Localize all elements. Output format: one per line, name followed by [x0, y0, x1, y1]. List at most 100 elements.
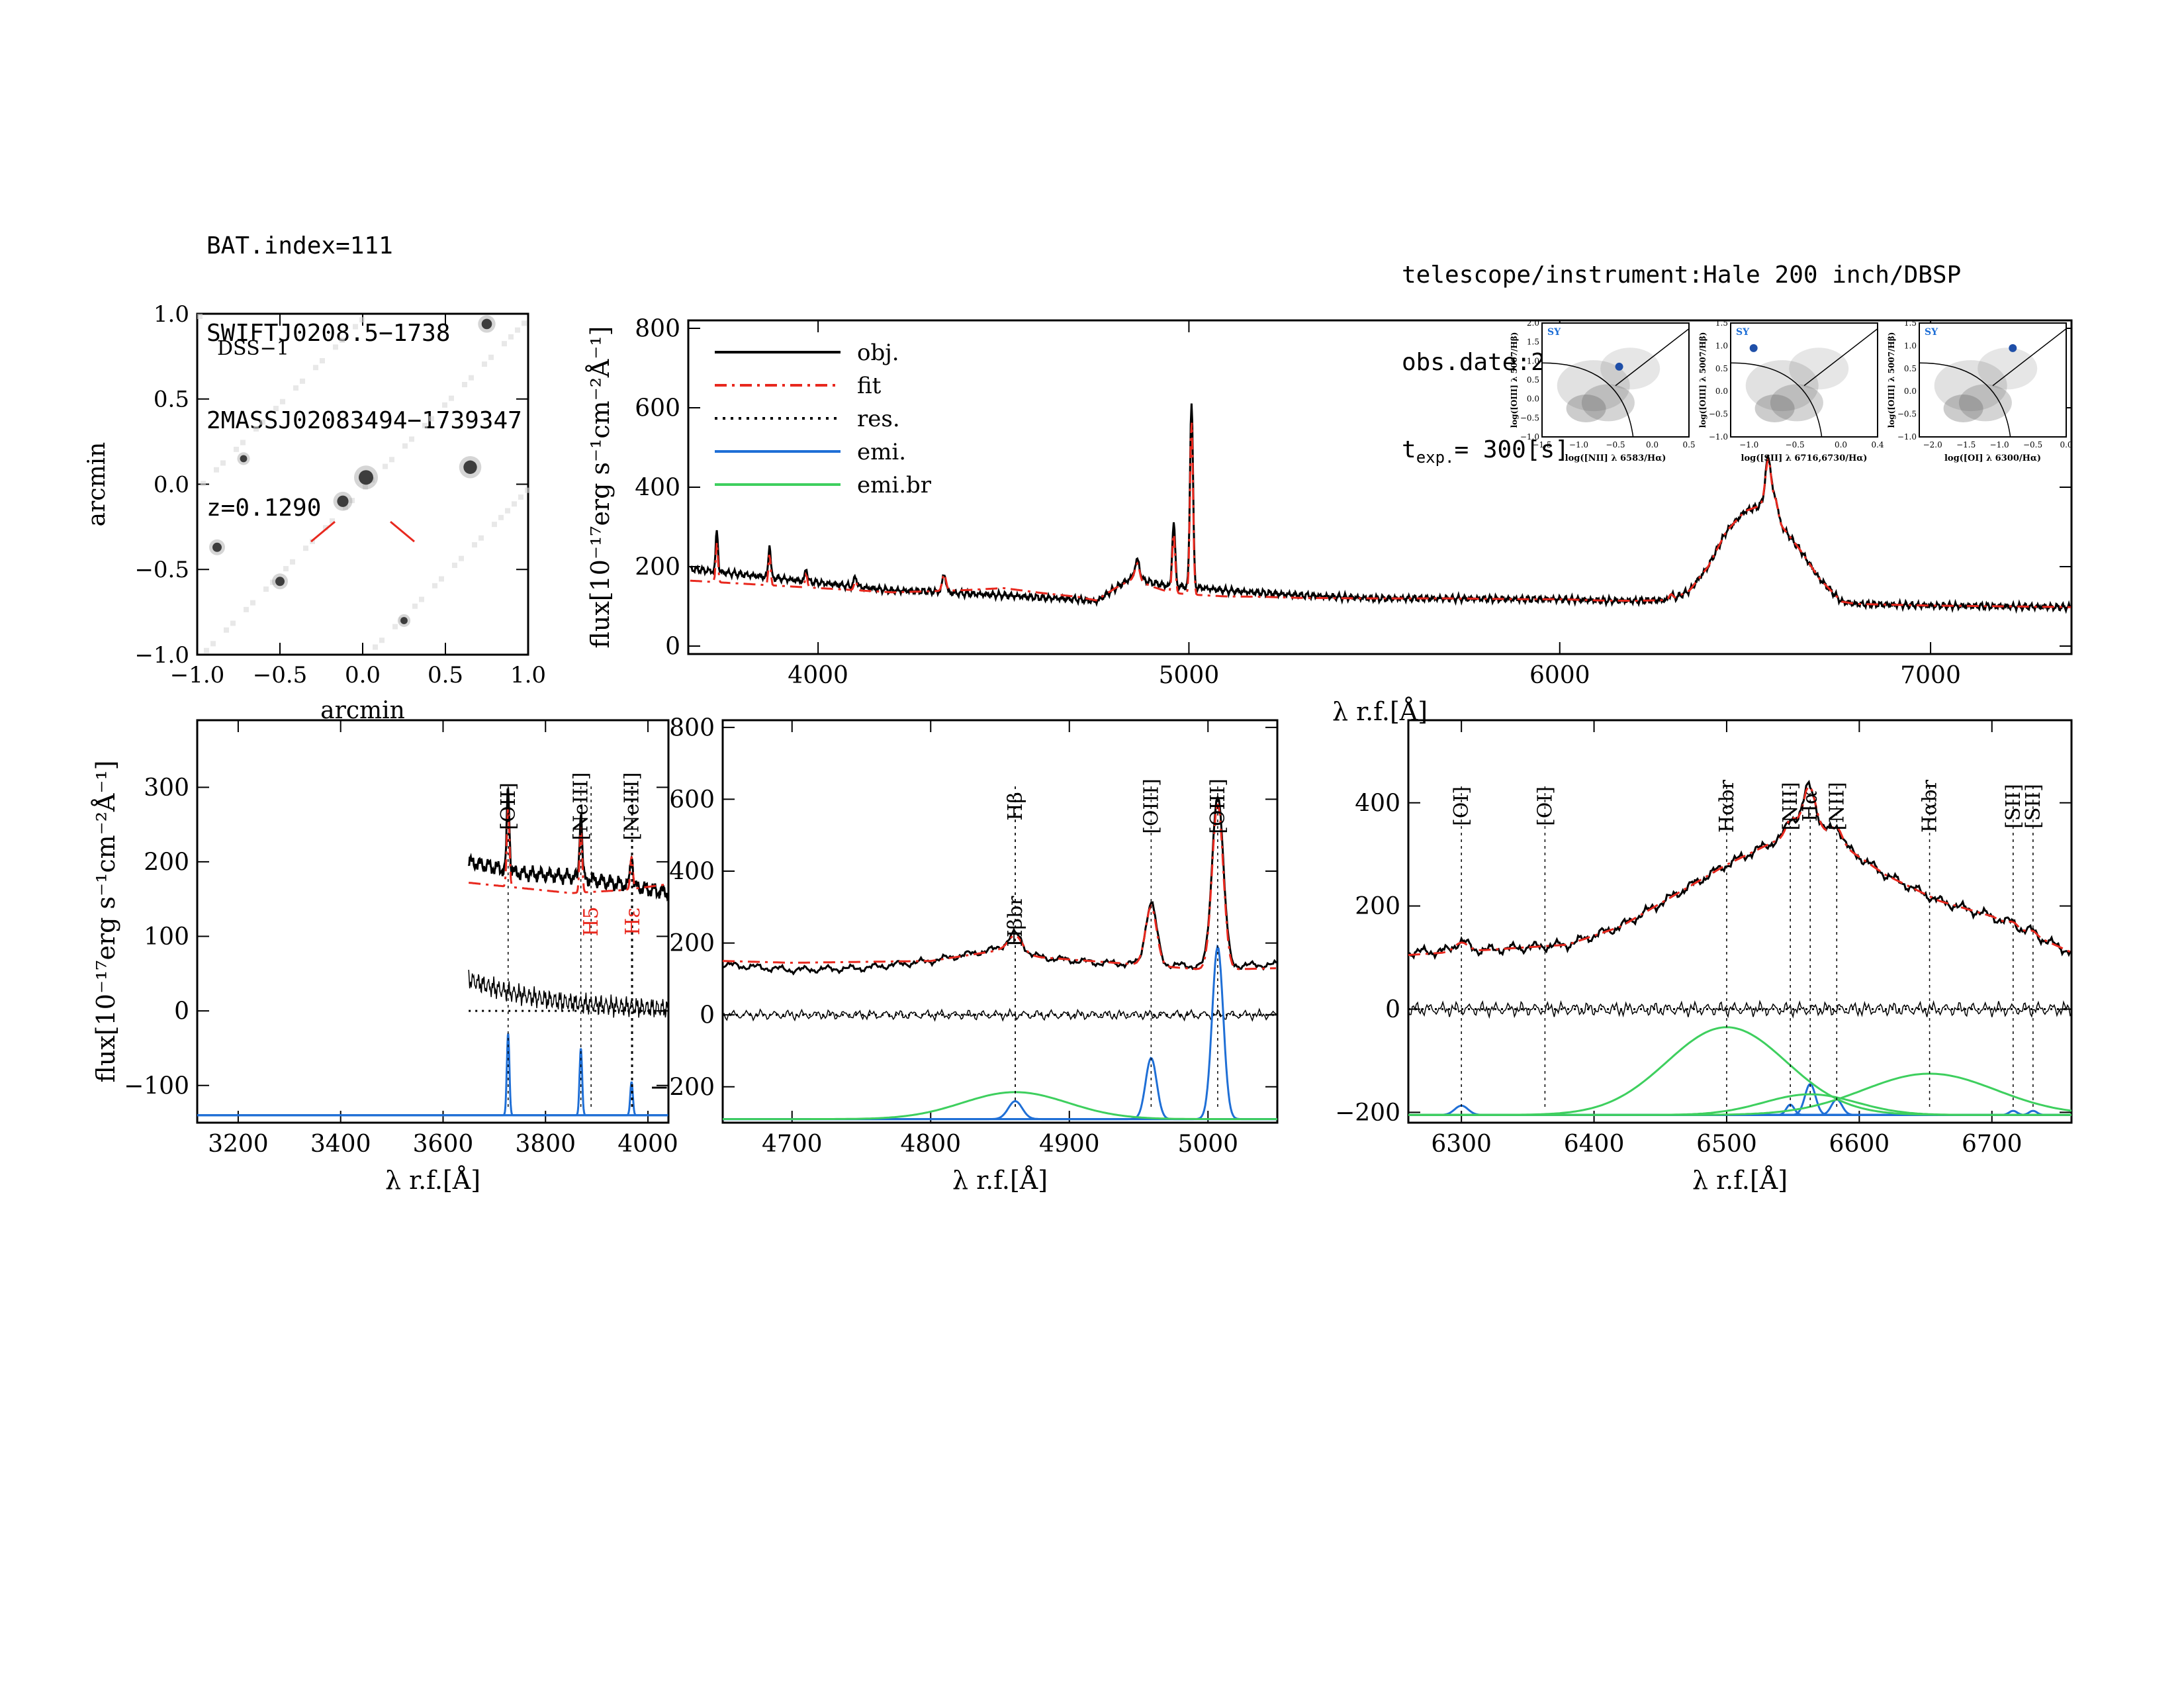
dss-noise-pixel: [204, 647, 209, 653]
dss-noise-pixel: [432, 583, 437, 588]
zoom3-marker-label: [SII]: [2002, 784, 2025, 829]
bpt_nii-ytick-label: 2.0: [1527, 318, 1539, 328]
bpt_oi-density: [1943, 395, 1983, 422]
bpt_nii-ylabel: log([OIII] λ 5007/Hβ): [1510, 332, 1519, 428]
zoom3-fit-line: [1408, 786, 2071, 957]
bpt_sii-xtick-label: 0.0: [1835, 440, 1847, 449]
dss-noise-pixel: [472, 542, 477, 548]
bpt_oi-ytick-label: 1.5: [1904, 318, 1917, 328]
bpt_sii-tag: SY: [1736, 327, 1750, 338]
zoom3-obj-line: [1408, 780, 2072, 961]
bpt_nii-frame: [1541, 322, 1690, 438]
dss-noise-pixel: [363, 484, 368, 490]
zoom1-emi-line: [197, 1048, 668, 1117]
dss-ytick-label: −0.5: [134, 557, 189, 583]
bpt_sii-ytick-label: 0.5: [1715, 364, 1728, 373]
full-xtick-label: 7000: [1900, 662, 1961, 689]
full-obj-line: [689, 403, 2072, 614]
zoom1-emi-line: [197, 1033, 668, 1117]
zoom2-res-line: [722, 1008, 1278, 1022]
full-ytick-label: 400: [635, 475, 680, 502]
bpt_sii-division-line: [1803, 328, 1878, 387]
dss-noise-pixel: [263, 586, 269, 592]
dss-noise-pixel: [502, 341, 507, 347]
zoom1-marker-label: H5: [580, 906, 603, 936]
dss-xtick-label: −0.5: [253, 662, 308, 688]
zoom2-emi-line: [723, 1056, 1277, 1121]
bpt_oi-frame: [1919, 322, 2067, 438]
dss-noise-pixel: [270, 579, 275, 585]
legend-label: emi.: [857, 439, 906, 465]
zoom3-emi-line: [1408, 1098, 2071, 1116]
texp-label: t: [1402, 436, 1416, 463]
dss-noise-pixel: [442, 402, 447, 408]
bpt_oi-point: [2009, 344, 2017, 352]
dss-noise-pixel: [522, 320, 527, 326]
zoom3-frame: [1407, 719, 2073, 1124]
zoom2-emi-line: [723, 1100, 1277, 1121]
zoom3-marker-label: [NII]: [1779, 782, 1802, 830]
bpt_sii-ytick-label: −1.0: [1709, 432, 1728, 442]
dss-noise-pixel: [518, 494, 523, 500]
zoom3-xtick-label: 6500: [1696, 1131, 1757, 1158]
dss-marker-right: [390, 520, 415, 543]
bpt_nii-density: [1600, 348, 1661, 390]
zoom1-marker-label: Hε: [621, 908, 645, 935]
legend-label: res.: [857, 406, 900, 432]
texp-value: = 300[s]: [1454, 436, 1569, 463]
dss-noise-pixel: [214, 467, 219, 473]
dss-noise-pixel: [220, 460, 226, 466]
dss-noise-pixel: [478, 535, 484, 541]
zoom3-xtick-label: 6300: [1431, 1131, 1492, 1158]
bpt_nii-tag: SY: [1547, 327, 1561, 338]
dss-ytick-label: 1.0: [154, 301, 189, 328]
zoom2-ytick-label: −200: [649, 1074, 715, 1101]
dss-source: [337, 495, 349, 507]
zoom2-xlabel: λ r.f.[Å]: [952, 1166, 1048, 1195]
zoom1-emi-line: [197, 1081, 668, 1117]
zoom3-xtick-label: 6700: [1962, 1131, 2023, 1158]
bpt_oi-ytick-label: −1.0: [1897, 432, 1917, 442]
header-left: BAT.index=111 SWIFTJ0208.5−1738 2MASSJ02…: [206, 173, 522, 552]
dss-noise-pixel: [250, 600, 255, 606]
twomass-id: 2MASSJ02083494−1739347: [206, 407, 522, 434]
dss-source: [463, 460, 477, 474]
zoom3-emi-br-line: [1408, 1072, 2072, 1116]
dss-noise-pixel: [392, 624, 398, 630]
zoom1-obj-line: [467, 787, 669, 902]
dss-noise-pixel: [439, 576, 444, 582]
zoom3-marker-label: Hαbr: [1715, 779, 1739, 833]
dss-noise-pixel: [389, 457, 394, 463]
zoom2-axes: 4700 4800 4900 5000 −200 0 200 400 600 800 λ r.f.[…: [649, 714, 1279, 1195]
dss-ytick-label: 0.5: [154, 387, 189, 413]
swift-id: SWIFTJ0208.5−1738: [206, 320, 451, 347]
dss-xtick-label: 1.0: [510, 662, 546, 688]
zoom1-fit-line: [469, 808, 669, 894]
dss-noise-pixel: [224, 627, 229, 633]
bpt_sii-xlabel: log([SII] λ 6716,6730/Hα): [1741, 453, 1868, 463]
bpt_sii-point: [1749, 344, 1758, 352]
dss-xtick-label: −1.0: [170, 662, 225, 688]
dss-noise-pixel: [373, 644, 378, 650]
bpt_nii-xtick-label: −1.5: [1532, 440, 1551, 449]
zoom2-ytick-label: 400: [669, 859, 715, 886]
bpt_oi-inset: SY −2.0 −1.5 −1.0 −0.5 0.0 −1.0 −0.5 0.0 0.5 1.0 1.…: [1887, 318, 2073, 463]
dss-noise-pixel: [349, 498, 355, 504]
legend-label: emi.br: [857, 472, 932, 498]
full-axes: 4000 5000 6000 7000 0 200 400 600 800 λ r.f.[Å] fl…: [586, 316, 2073, 726]
bpt_oi-ytick-label: 1.0: [1904, 341, 1917, 350]
dss-noise-pixel: [383, 463, 388, 469]
zoom1-xtick-label: 3200: [208, 1131, 269, 1158]
zoom1-frame: [196, 719, 670, 1124]
bpt_nii-xtick-label: 0.5: [1682, 440, 1695, 449]
bpt_oi-xtick-label: −1.0: [1990, 440, 2009, 449]
dss-noise-pixel: [429, 416, 434, 422]
zoom3-emi-line: [1408, 1082, 2071, 1116]
dss-noise-pixel: [244, 606, 249, 612]
zoom2-xtick-label: 4700: [762, 1131, 823, 1158]
zoom1-xtick-label: 3600: [413, 1131, 474, 1158]
zoom2-ytick-label: 200: [669, 930, 715, 957]
texp-sub: exp.: [1416, 448, 1455, 467]
dss-noise-pixel: [293, 385, 298, 391]
